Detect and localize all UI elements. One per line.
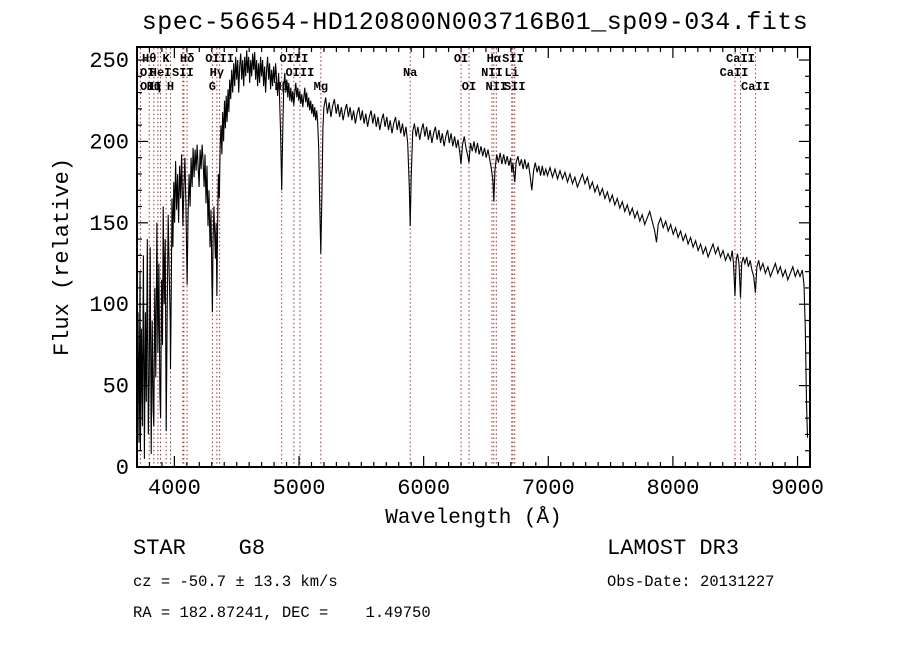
spectral-line-label: Hα (487, 52, 502, 66)
spectral-line-label: SII (504, 80, 526, 94)
spectral-line-label: NII (486, 80, 508, 94)
spectrum-trace (136, 50, 809, 459)
spectral-line-label: OIII (280, 52, 309, 66)
spectral-line-label: OI (462, 80, 476, 94)
object-class-text: STAR G8 (133, 536, 266, 561)
svg-text:250: 250 (89, 49, 129, 74)
spectral-line-label: SII (172, 66, 194, 80)
svg-text:200: 200 (89, 130, 129, 155)
svg-text:4000: 4000 (148, 476, 201, 501)
spectral-line-label: CaII (726, 52, 755, 66)
spectral-line-label: CaII (720, 66, 749, 80)
svg-text:6000: 6000 (397, 476, 450, 501)
ra-dec-text: RA = 182.87241, DEC = 1.49750 (133, 604, 431, 622)
svg-text:5000: 5000 (273, 476, 326, 501)
spectral-line-label: Hδ (180, 52, 194, 66)
spectral-line-label: G (209, 80, 216, 94)
spectrum-chart: 4000 5000 6000 7000 8000 9000050100150200250 … (50, 46, 824, 530)
spectral-line-label: H (167, 80, 174, 94)
spectral-line-label: CaII (741, 80, 770, 94)
survey-release-text: LAMOST DR3 (607, 536, 740, 561)
radial-velocity-text: cz = -50.7 ± 13.3 km/s (133, 573, 338, 591)
svg-text:100: 100 (89, 293, 129, 318)
obs-date-text: Obs-Date: 20131227 (607, 573, 775, 591)
spectral-line-label: OI (454, 52, 468, 66)
tick-labels: 4000 5000 6000 7000 8000 9000 0 50 100 150 200 250 (89, 49, 824, 501)
spectral-line-label: OIII (205, 52, 234, 66)
svg-text:50: 50 (103, 375, 129, 400)
spectral-line-label: OI (140, 66, 154, 80)
spectral-line-label: Li (505, 66, 519, 80)
svg-text:150: 150 (89, 212, 129, 237)
x-axis-title: Wavelength (Å) (385, 507, 561, 530)
spectral-line-label: Hγ (210, 66, 224, 80)
svg-text:0: 0 (116, 456, 129, 481)
spectral-line-label: Hη (147, 80, 161, 94)
plot-title: spec-56654-HD120800N003716B01_sp09-034.f… (141, 8, 809, 37)
spectral-line-label: Na (403, 66, 417, 80)
svg-text:8000: 8000 (647, 476, 700, 501)
spectral-line-label: NII (481, 66, 503, 80)
axes (136, 46, 811, 468)
spectral-line-label: HeI (150, 66, 172, 80)
spectral-line-label: OII (140, 80, 162, 94)
spectral-line-label: Hβ (274, 80, 288, 94)
spectral-line-label: SII (502, 52, 524, 66)
spectral-line-label: K (163, 52, 171, 66)
svg-text:9000: 9000 (771, 476, 824, 501)
spectral-line-label: Hθ (142, 52, 156, 66)
spectral-line-label: OIII (285, 66, 314, 80)
spectral-line-markers (139, 48, 756, 466)
svg-text:7000: 7000 (522, 476, 575, 501)
y-axis-title: Flux (relative) (50, 158, 75, 356)
spectral-line-label: Mg (314, 80, 328, 94)
